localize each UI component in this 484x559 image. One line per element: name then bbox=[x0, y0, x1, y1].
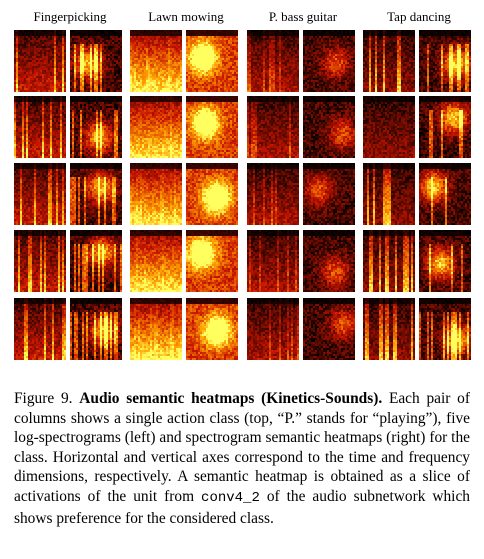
spectrogram-tile bbox=[247, 163, 299, 225]
semantic-heatmap-tile bbox=[419, 163, 471, 225]
spectrogram-tile bbox=[247, 96, 299, 158]
spectrogram-tile bbox=[130, 230, 182, 292]
class-group-fingerpicking: Fingerpicking bbox=[14, 0, 126, 372]
spectrogram-tile bbox=[14, 298, 66, 360]
semantic-heatmap-tile bbox=[70, 230, 122, 292]
spectrogram-tile bbox=[130, 96, 182, 158]
figure-heatmap-grid: Fingerpicking Lawn mowing P. bass guitar… bbox=[14, 0, 475, 372]
semantic-heatmap-tile bbox=[186, 96, 238, 158]
class-group-bass-guitar: P. bass guitar bbox=[247, 0, 359, 372]
semantic-heatmap-tile bbox=[186, 163, 238, 225]
spectrogram-tile bbox=[130, 163, 182, 225]
semantic-heatmap-tile bbox=[419, 96, 471, 158]
spectrogram-tile bbox=[14, 96, 66, 158]
class-title: Lawn mowing bbox=[130, 9, 242, 25]
semantic-heatmap-tile bbox=[70, 163, 122, 225]
spectrogram-tile bbox=[247, 298, 299, 360]
semantic-heatmap-tile bbox=[419, 30, 471, 92]
spectrogram-tile bbox=[247, 230, 299, 292]
caption-text-end: of the audio subnetwork which shows pref… bbox=[14, 488, 470, 527]
semantic-heatmap-tile bbox=[303, 30, 355, 92]
figure-caption: Figure 9. Audio semantic heatmaps (Kinet… bbox=[14, 389, 470, 528]
caption-code: conv4_2 bbox=[201, 490, 260, 506]
semantic-heatmap-tile bbox=[70, 30, 122, 92]
semantic-heatmap-tile bbox=[186, 230, 238, 292]
class-group-tap-dancing: Tap dancing bbox=[363, 0, 475, 372]
class-title: Fingerpicking bbox=[14, 9, 126, 25]
semantic-heatmap-tile bbox=[303, 96, 355, 158]
spectrogram-tile bbox=[14, 230, 66, 292]
spectrogram-tile bbox=[247, 30, 299, 92]
spectrogram-tile bbox=[363, 163, 415, 225]
semantic-heatmap-tile bbox=[303, 230, 355, 292]
class-title: P. bass guitar bbox=[247, 9, 359, 25]
caption-text: Each pair of columns shows a single acti… bbox=[14, 390, 470, 505]
class-title: Tap dancing bbox=[363, 9, 475, 25]
semantic-heatmap-tile bbox=[70, 96, 122, 158]
spectrogram-tile bbox=[130, 30, 182, 92]
spectrogram-tile bbox=[363, 298, 415, 360]
caption-label: Figure 9. bbox=[14, 390, 73, 407]
spectrogram-tile bbox=[14, 163, 66, 225]
spectrogram-tile bbox=[14, 30, 66, 92]
semantic-heatmap-tile bbox=[303, 298, 355, 360]
class-group-lawn-mowing: Lawn mowing bbox=[130, 0, 242, 372]
spectrogram-tile bbox=[130, 298, 182, 360]
semantic-heatmap-tile bbox=[419, 298, 471, 360]
semantic-heatmap-tile bbox=[303, 163, 355, 225]
spectrogram-tile bbox=[363, 96, 415, 158]
spectrogram-tile bbox=[363, 30, 415, 92]
caption-title: Audio semantic heatmaps (Kinetics-Sounds… bbox=[79, 390, 382, 407]
semantic-heatmap-tile bbox=[419, 230, 471, 292]
spectrogram-tile bbox=[363, 230, 415, 292]
semantic-heatmap-tile bbox=[186, 298, 238, 360]
semantic-heatmap-tile bbox=[70, 298, 122, 360]
semantic-heatmap-tile bbox=[186, 30, 238, 92]
